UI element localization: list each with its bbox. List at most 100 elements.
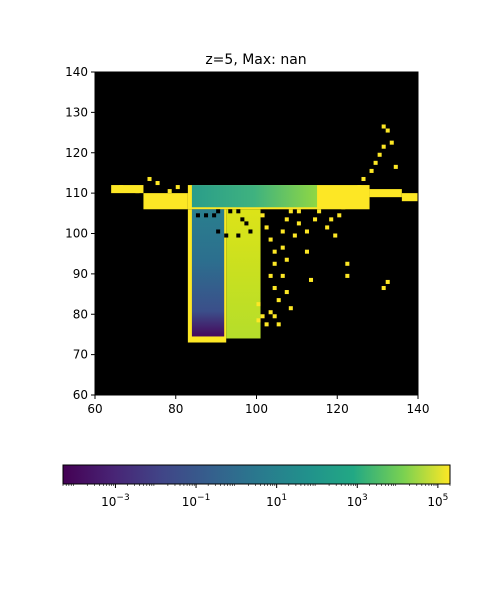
speck-7 (276, 298, 281, 303)
hole-5 (236, 209, 241, 214)
speck-15 (288, 306, 293, 311)
speck-9 (264, 322, 269, 327)
x-axis: 60 80 100 120 140 (87, 395, 429, 416)
speck-23 (296, 209, 301, 214)
y-tick-label: 60 (73, 388, 88, 402)
speck-47 (256, 302, 261, 307)
speck-33 (167, 189, 172, 194)
speck-53 (341, 205, 346, 210)
speck-5 (268, 273, 273, 278)
hole-7 (224, 233, 229, 238)
speck-46 (385, 128, 390, 133)
speck-51 (272, 314, 277, 319)
hole-3 (216, 209, 221, 214)
speck-18 (304, 229, 309, 234)
y-tick-label: 120 (65, 146, 88, 160)
speck-16 (292, 233, 297, 238)
speck-4 (272, 261, 277, 266)
speck-3 (272, 249, 277, 254)
speck-22 (288, 209, 293, 214)
x-tick-label: 60 (87, 402, 102, 416)
speck-54 (325, 225, 330, 230)
speck-39 (381, 144, 386, 149)
y-tick-label: 90 (73, 267, 88, 281)
speck-42 (361, 176, 366, 182)
speck-19 (304, 249, 309, 254)
colorbar: 10−3 10−1 101 103 105 (62, 464, 451, 509)
speck-24 (313, 217, 318, 222)
hole-2 (212, 213, 217, 218)
speck-1 (264, 225, 269, 230)
region-hbar-right-tip (401, 193, 418, 202)
hole-8 (236, 233, 241, 238)
speck-44 (393, 164, 398, 169)
speck-10 (280, 229, 285, 234)
y-axis: 60 70 80 90 100 110 120 130 140 (65, 65, 95, 402)
region-right-stem (226, 209, 261, 339)
region-hbar-right-wing (369, 189, 402, 198)
speck-30 (385, 279, 390, 284)
hole-10 (248, 229, 253, 234)
y-tick-label: 130 (65, 105, 88, 119)
heatmap-plot-area (94, 71, 419, 396)
speck-29 (381, 285, 386, 291)
x-tick-label: 80 (168, 402, 183, 416)
speck-25 (317, 209, 322, 214)
speck-43 (357, 185, 362, 190)
speck-12 (284, 257, 289, 262)
colorbar-tick-label: 101 (266, 493, 287, 509)
chart-title: z=5, Max: nan (205, 52, 306, 68)
speck-45 (381, 124, 386, 129)
region-stem (191, 209, 225, 337)
speck-17 (296, 221, 301, 226)
speck-26 (329, 217, 334, 222)
region-hbar-left-tip (111, 185, 144, 194)
speck-41 (369, 168, 374, 173)
y-tick-label: 70 (73, 348, 88, 362)
y-tick-label: 80 (73, 307, 88, 321)
hole-4 (228, 209, 233, 214)
speck-38 (377, 152, 382, 157)
speck-8 (260, 314, 265, 319)
speck-0 (260, 213, 265, 218)
colorbar-tick-label: 103 (347, 493, 368, 509)
x-tick-label: 140 (407, 402, 430, 416)
x-tick-label: 100 (245, 402, 268, 416)
hole-0 (195, 213, 200, 218)
speck-27 (345, 261, 350, 266)
speck-37 (373, 160, 378, 165)
speck-49 (268, 310, 273, 315)
speck-48 (256, 318, 261, 323)
colorbar-gradient (62, 464, 451, 485)
speck-6 (272, 285, 277, 291)
speck-34 (175, 185, 180, 190)
speck-2 (268, 237, 273, 242)
hole-6 (240, 217, 245, 222)
hole-9 (244, 221, 249, 226)
speck-32 (155, 181, 160, 186)
speck-35 (119, 185, 124, 190)
speck-50 (276, 322, 281, 327)
region-hbar-core (191, 185, 318, 208)
hole-1 (204, 213, 209, 218)
speck-13 (280, 273, 285, 278)
speck-36 (135, 189, 140, 194)
speck-28 (345, 273, 350, 278)
speck-40 (389, 140, 394, 145)
region-hbar-left-wing (143, 193, 188, 210)
speck-52 (337, 213, 342, 218)
hole-11 (216, 229, 221, 234)
y-tick-label: 140 (65, 65, 88, 79)
speck-20 (308, 277, 314, 282)
speck-11 (280, 245, 285, 250)
y-tick-label: 110 (65, 186, 88, 200)
colorbar-tick-label: 10−1 (182, 493, 211, 509)
x-tick-label: 120 (326, 402, 349, 416)
y-tick-label: 100 (65, 227, 88, 241)
speck-31 (147, 176, 152, 182)
colorbar-tick-label: 105 (427, 493, 448, 509)
speck-55 (333, 233, 338, 238)
speck-21 (284, 217, 289, 222)
speck-14 (284, 290, 289, 295)
